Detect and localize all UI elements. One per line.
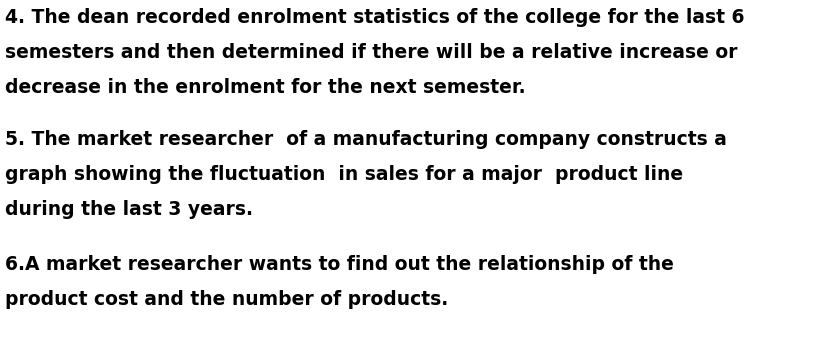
Text: graph showing the fluctuation  in sales for a major  product line: graph showing the fluctuation in sales f… (5, 165, 683, 184)
Text: 6.A market researcher wants to find out the relationship of the: 6.A market researcher wants to find out … (5, 255, 674, 274)
Text: during the last 3 years.: during the last 3 years. (5, 200, 253, 219)
Text: 5. The market researcher  of a manufacturing company constructs a: 5. The market researcher of a manufactur… (5, 130, 727, 149)
Text: 4. The dean recorded enrolment statistics of the college for the last 6: 4. The dean recorded enrolment statistic… (5, 8, 745, 27)
Text: semesters and then determined if there will be a relative increase or: semesters and then determined if there w… (5, 43, 737, 62)
Text: product cost and the number of products.: product cost and the number of products. (5, 290, 448, 309)
Text: decrease in the enrolment for the next semester.: decrease in the enrolment for the next s… (5, 78, 526, 97)
